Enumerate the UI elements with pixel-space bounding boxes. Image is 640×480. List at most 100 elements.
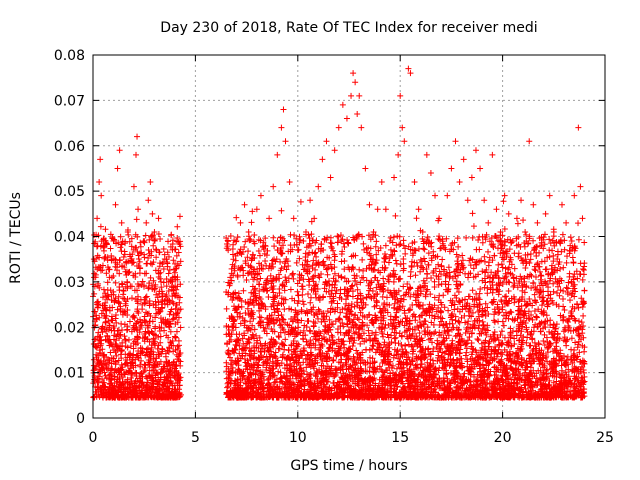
data-point [133, 216, 140, 223]
data-point [155, 349, 162, 356]
data-point [150, 277, 157, 284]
data-point [560, 295, 567, 302]
data-point [165, 348, 172, 355]
data-point [110, 387, 117, 394]
data-point [141, 254, 148, 261]
data-point [477, 286, 484, 293]
data-point [172, 334, 179, 341]
data-point [169, 293, 176, 300]
data-point [377, 309, 384, 316]
data-point [251, 231, 258, 238]
data-point [353, 347, 360, 354]
data-point [334, 329, 341, 336]
data-point [278, 207, 285, 214]
data-point [162, 350, 169, 357]
data-point [169, 369, 176, 376]
data-point [121, 248, 128, 255]
data-point [161, 327, 168, 334]
data-point [160, 392, 167, 399]
data-point [166, 321, 173, 328]
data-point [479, 268, 486, 275]
data-point [169, 337, 176, 344]
data-point [103, 241, 110, 248]
data-point [581, 239, 588, 246]
data-point [327, 239, 334, 246]
data-point [96, 362, 103, 369]
data-point [108, 360, 115, 367]
data-point [334, 239, 341, 246]
data-point [137, 296, 144, 303]
x-axis-label: GPS time / hours [290, 458, 407, 474]
data-point [174, 283, 181, 290]
data-point [164, 380, 171, 387]
data-point [146, 318, 153, 325]
data-point [167, 320, 174, 327]
data-point [143, 382, 150, 389]
data-point [146, 367, 153, 374]
data-point [115, 298, 122, 305]
data-point [271, 243, 278, 250]
data-point [113, 390, 120, 397]
data-point [119, 342, 126, 349]
data-point [152, 246, 159, 253]
data-point [109, 304, 116, 311]
data-point [282, 274, 289, 281]
data-point [151, 340, 158, 347]
data-point [135, 255, 142, 262]
data-point [124, 326, 131, 333]
data-point [111, 369, 118, 376]
data-point [560, 328, 567, 335]
data-point [427, 335, 434, 342]
data-point [136, 390, 143, 397]
data-point [114, 261, 121, 268]
data-point [105, 293, 112, 300]
data-point [439, 256, 446, 263]
data-point [166, 267, 173, 274]
data-point [174, 343, 181, 350]
data-point [171, 373, 178, 380]
data-point [297, 237, 304, 244]
data-point [156, 385, 163, 392]
data-point [94, 299, 101, 306]
data-point [462, 319, 469, 326]
data-point [455, 243, 462, 250]
data-point [100, 390, 107, 397]
data-point [138, 249, 145, 256]
data-point [474, 335, 481, 342]
data-point [467, 262, 474, 269]
data-point [161, 300, 168, 307]
data-point [393, 242, 400, 249]
data-point [393, 260, 400, 267]
data-point [148, 344, 155, 351]
data-point [118, 394, 125, 401]
data-point [285, 347, 292, 354]
data-point [153, 355, 160, 362]
data-point [155, 376, 162, 383]
data-point [130, 384, 137, 391]
data-point [172, 375, 179, 382]
data-point [160, 382, 167, 389]
data-point [128, 255, 135, 262]
data-point [130, 364, 137, 371]
data-point [137, 250, 144, 257]
data-point [142, 367, 149, 374]
data-point [158, 284, 165, 291]
data-point [330, 356, 337, 363]
data-point [120, 388, 127, 395]
data-point [300, 301, 307, 308]
data-point [118, 361, 125, 368]
data-point [152, 342, 159, 349]
data-point [561, 307, 568, 314]
data-point [135, 283, 142, 290]
chart-title: Day 230 of 2018, Rate Of TEC Index for r… [160, 20, 537, 36]
data-point [95, 388, 102, 395]
data-point [174, 261, 181, 268]
data-point [149, 377, 156, 384]
data-point [469, 234, 476, 241]
data-point [175, 314, 182, 321]
data-point [134, 333, 141, 340]
data-point [133, 373, 140, 380]
data-point [116, 368, 123, 375]
data-point [157, 275, 164, 282]
data-point [341, 257, 348, 264]
